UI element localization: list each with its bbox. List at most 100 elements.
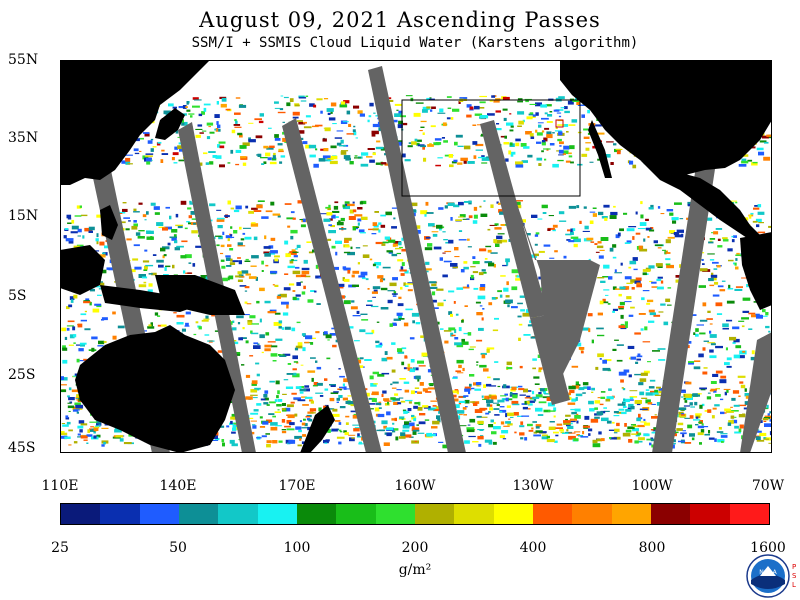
cloud-cell (422, 405, 429, 408)
cloud-cell (241, 270, 249, 274)
cloud-cell (494, 240, 503, 244)
cloud-cell (96, 214, 103, 218)
cloud-cell (709, 240, 713, 242)
cloud-cell (483, 384, 486, 388)
cloud-cell (276, 404, 282, 407)
cloud-cell (217, 144, 221, 148)
cloud-cell (472, 124, 477, 126)
cloud-cell (327, 207, 331, 211)
cloud-cell (715, 388, 720, 390)
cloud-cell (563, 124, 569, 127)
cloud-cell (449, 164, 454, 168)
cloud-cell (702, 371, 708, 375)
cloud-cell (297, 342, 303, 347)
cloud-cell (512, 403, 520, 406)
cloud-cell (735, 201, 738, 204)
cloud-cell (627, 426, 635, 430)
cloud-cell (348, 123, 352, 127)
cloud-cell (618, 371, 627, 376)
cloud-cell (222, 277, 228, 282)
cloud-cell (546, 439, 555, 443)
cloud-cell (361, 152, 369, 156)
cloud-cell (351, 274, 355, 278)
cloud-cell (535, 102, 542, 107)
cloud-cell (744, 401, 750, 405)
cloud-cell (481, 416, 488, 418)
cloud-cell (205, 162, 209, 165)
cloud-cell (443, 330, 452, 332)
cloud-cell (367, 288, 370, 290)
cloud-cell (483, 368, 489, 372)
cloud-cell (150, 202, 156, 206)
cloud-cell (343, 251, 351, 254)
cloud-cell (203, 103, 211, 106)
cloud-cell (326, 108, 334, 112)
cloud-cell (371, 391, 379, 396)
cloud-cell (555, 427, 563, 429)
cloud-cell (541, 436, 549, 440)
cloud-cell (378, 229, 381, 233)
cloud-cell (146, 236, 154, 240)
cloud-cell (586, 237, 594, 241)
cloud-cell (768, 442, 772, 444)
cloud-cell (412, 429, 420, 432)
cloud-cell (248, 210, 254, 214)
cloud-cell (222, 442, 225, 447)
cloud-cell (486, 403, 491, 407)
cloud-cell (712, 373, 719, 377)
cloud-cell (450, 263, 458, 267)
cloud-cell (384, 400, 392, 402)
cloud-cell (635, 434, 640, 437)
cloud-cell (282, 121, 285, 123)
cloud-cell (466, 218, 470, 220)
cloud-cell (475, 382, 482, 386)
cloud-cell (571, 398, 577, 402)
cloud-cell (376, 140, 381, 143)
cloud-cell (764, 423, 772, 427)
cloud-cell (641, 397, 648, 399)
cloud-cell (613, 411, 619, 414)
cloud-cell (261, 351, 264, 354)
cloud-cell (60, 432, 68, 436)
map-subtitle: SSM/I + SSMIS Cloud Liquid Water (Karste… (191, 35, 639, 51)
cloud-cell (303, 121, 307, 124)
cloud-cell (457, 372, 464, 374)
cloud-cell (440, 328, 444, 330)
cloud-cell (452, 404, 460, 408)
cloud-cell (576, 101, 580, 105)
cloud-cell (373, 289, 378, 293)
cloud-cell (437, 302, 444, 307)
cloud-cell (300, 100, 307, 102)
cloud-cell (92, 308, 100, 313)
cloud-cell (681, 414, 686, 416)
cloud-cell (258, 120, 264, 124)
cloud-cell (519, 394, 526, 396)
cloud-cell (249, 355, 254, 357)
cloud-cell (285, 386, 294, 389)
cloud-cell (457, 410, 465, 414)
cloud-cell (421, 352, 430, 357)
cloud-cell (568, 205, 577, 209)
cloud-cell (405, 308, 413, 311)
cloud-cell (245, 374, 251, 378)
cloud-cell (456, 359, 464, 364)
cloud-cell (126, 238, 132, 241)
cloud-cell (381, 393, 384, 397)
cloud-cell (295, 294, 301, 297)
cloud-cell (269, 161, 277, 165)
cloud-cell (436, 415, 441, 420)
cloud-cell (392, 398, 400, 401)
cloud-cell (62, 424, 69, 427)
cloud-cell (344, 239, 349, 243)
cloud-cell (201, 130, 207, 132)
cloud-cell (86, 442, 89, 444)
cloud-cell (486, 349, 490, 353)
cloud-cell (488, 441, 493, 445)
cloud-cell (639, 248, 648, 252)
cloud-cell (469, 106, 474, 110)
cloud-cell (174, 146, 179, 150)
cloud-cell (367, 403, 376, 405)
cloud-cell (623, 286, 630, 290)
cloud-cell (476, 364, 479, 366)
cloud-cell (543, 148, 551, 150)
